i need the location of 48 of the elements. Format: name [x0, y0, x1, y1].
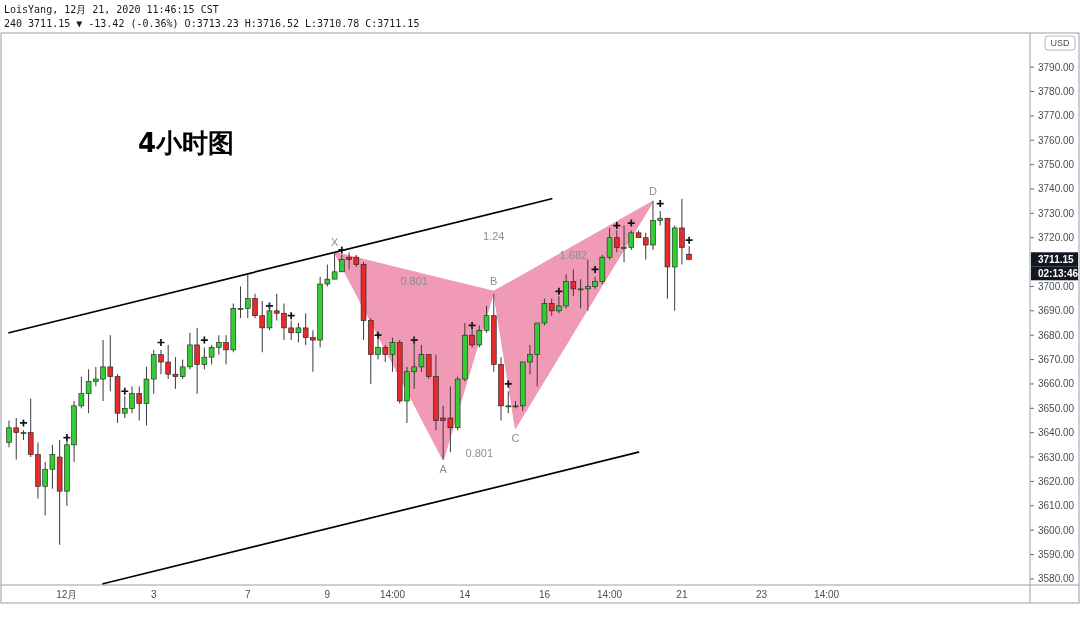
- x-tick-label: 12月: [56, 588, 78, 600]
- title: 4小时图: [138, 128, 235, 158]
- y-tick-label: 3670.00: [1038, 354, 1075, 366]
- annotation: 0.801: [400, 274, 428, 287]
- value-label: A: [439, 463, 447, 476]
- value-label: D: [649, 185, 657, 198]
- y-tick-label: 3760.00: [1038, 134, 1075, 146]
- y-tick-label: 3650.00: [1038, 402, 1075, 414]
- annotation: 1.24: [483, 229, 505, 242]
- y-tick-label: 3630.00: [1038, 451, 1075, 463]
- y-axis-title: USD: [1050, 38, 1070, 48]
- ylabel: USD: [1044, 35, 1076, 51]
- y-tick-label: 3660.00: [1038, 378, 1075, 390]
- y-tick-label: 3730.00: [1038, 207, 1075, 219]
- y-tick-label: 3740.00: [1038, 183, 1075, 195]
- y-tick-label: 3600.00: [1038, 524, 1075, 536]
- value-label: X: [330, 236, 339, 249]
- x-tick-label: 16: [538, 588, 550, 600]
- x-tick-label: 14:00: [597, 588, 623, 600]
- annotation: 0.801: [465, 446, 494, 459]
- y-tick-label: 3780.00: [1038, 86, 1075, 97]
- subtitle: LoisYang, 12月 21, 2020 11:46:15 CST: [4, 4, 219, 15]
- y-tick-label: 3770.00: [1038, 110, 1075, 122]
- x-tick-label: 7: [245, 588, 251, 600]
- x-tick-label: 23: [755, 588, 768, 600]
- annotation: 240 3711.15 ▼ -13.42 (-0.36%) O:3713.23 H:3716.52 L:3710.78 C:3711.15: [4, 18, 420, 29]
- x-tick-label: 3: [150, 588, 157, 600]
- x-tick-label: 21: [676, 588, 688, 600]
- y-tick-label: 3700.00: [1038, 280, 1075, 292]
- price-tag: 3711.15: [1031, 252, 1078, 267]
- y-tick-label: 3620.00: [1038, 475, 1075, 487]
- value-label: C: [511, 431, 520, 444]
- x-tick-label: 14: [459, 588, 471, 600]
- y-tick-label: 3580.00: [1038, 573, 1075, 585]
- x-tick-label: 14:00: [814, 588, 840, 600]
- x-tick-label: 9: [324, 588, 331, 600]
- y-tick-label: 3610.00: [1038, 500, 1075, 512]
- value-label: B: [490, 275, 498, 288]
- y-tick-label: 3750.00: [1038, 159, 1075, 171]
- y-tick-label: 3790.00: [1038, 61, 1075, 73]
- annotation: 1.682: [559, 249, 588, 262]
- y-tick-label: 3680.00: [1038, 329, 1075, 341]
- price-tag: 02:13:46: [1031, 266, 1079, 281]
- x-tick-label: 14:00: [380, 588, 405, 600]
- y-tick-label: 3720.00: [1038, 232, 1075, 244]
- y-tick-label: 3690.00: [1038, 305, 1075, 317]
- y-tick-label: 3640.00: [1038, 427, 1075, 439]
- y-tick-label: 3590.00: [1038, 549, 1075, 561]
